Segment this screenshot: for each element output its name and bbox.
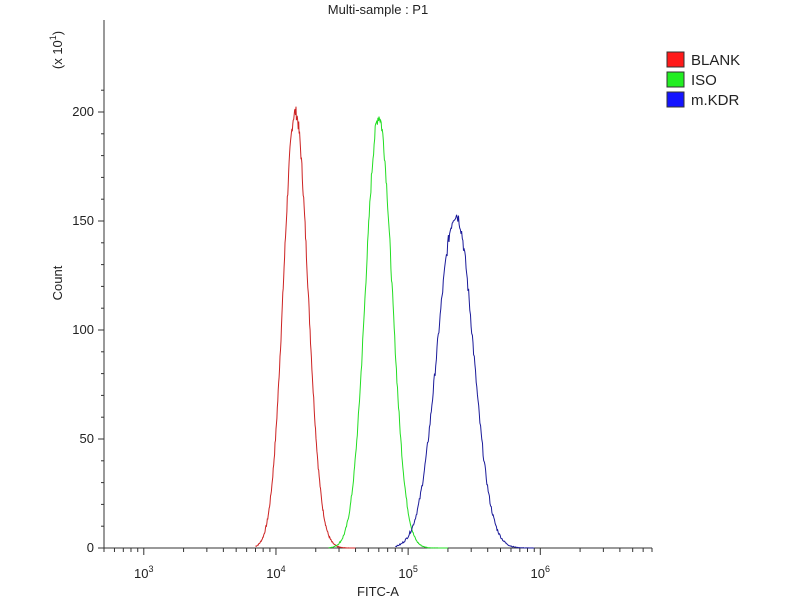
x-tick-label: 105: [398, 564, 417, 581]
legend-label-iso: ISO: [691, 72, 717, 89]
y-tick-label: 0: [87, 540, 94, 555]
y-tick-label: 150: [72, 213, 94, 228]
series-line-m-kdr: [395, 214, 535, 549]
y-axis-label: Count: [50, 265, 65, 300]
series-line-iso: [328, 116, 448, 549]
legend-label-m-kdr: m.KDR: [691, 92, 740, 109]
legend-swatch-m-kdr: [666, 91, 685, 108]
svg-text:(x 101): (x 101): [48, 31, 65, 69]
y-multiplier-label: (x 101): [48, 31, 65, 69]
y-tick-label: 50: [80, 431, 94, 446]
x-axis-label: FITC-A: [357, 584, 399, 599]
x-tick-label: 104: [266, 564, 285, 581]
series-line-blank: [255, 106, 356, 549]
y-tick-label: 200: [72, 104, 94, 119]
y-multiplier-close: ): [50, 31, 65, 35]
chart-title: Multi-sample : P1: [328, 2, 428, 17]
x-tick-label: 103: [134, 564, 153, 581]
legend-swatch-iso: [666, 71, 685, 88]
x-tick-label: 106: [531, 564, 550, 581]
y-tick-label: 100: [72, 322, 94, 337]
y-multiplier-exp: 1: [48, 35, 58, 40]
legend-label-blank: BLANK: [691, 52, 740, 69]
y-multiplier-prefix: (x 10: [50, 40, 65, 69]
legend-swatch-blank: [666, 51, 685, 68]
